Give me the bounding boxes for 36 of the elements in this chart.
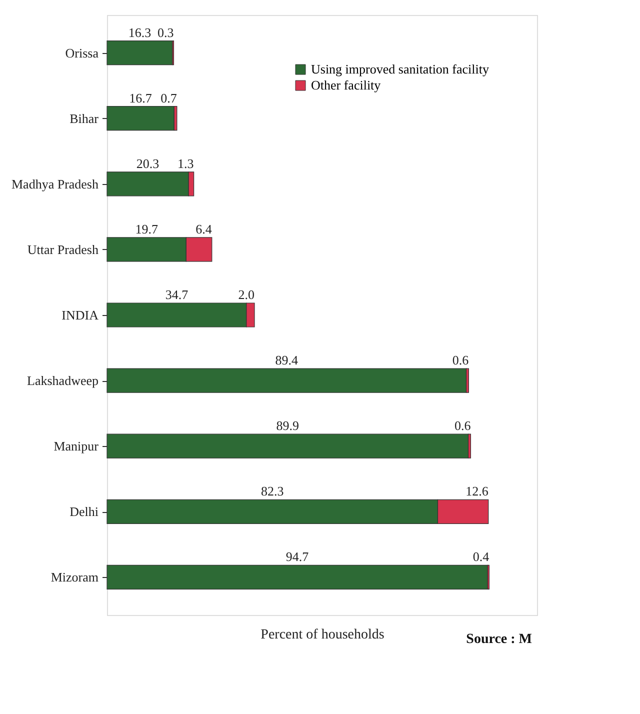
y-tick-label: Orissa xyxy=(65,45,99,60)
y-tick-label: Lakshadweep xyxy=(27,373,98,388)
data-label: 0.6 xyxy=(454,418,472,434)
data-label: 94.7 xyxy=(286,549,310,564)
legend-label: Other facility xyxy=(311,78,382,92)
bar xyxy=(106,40,173,66)
x-axis-title: Percent of households xyxy=(260,628,384,642)
data-label: 1.3 xyxy=(178,156,194,171)
data-label: 19.7 xyxy=(135,221,158,236)
data-label: 6.4 xyxy=(196,221,212,236)
data-label: 89.9 xyxy=(276,418,300,434)
data-label: 82.3 xyxy=(260,484,284,499)
data-label: 12.6 xyxy=(466,484,489,499)
data-label: 16.3 xyxy=(128,24,152,40)
bar xyxy=(106,106,174,131)
y-tick-label: Mizoram xyxy=(50,570,98,585)
bar xyxy=(106,564,488,590)
data-label: 0.3 xyxy=(157,24,174,40)
data-label: 2.0 xyxy=(238,287,254,302)
data-label: 89.4 xyxy=(275,352,299,368)
y-tick-label: Manipur xyxy=(54,438,100,454)
data-label: 0.7 xyxy=(160,90,178,106)
data-label: 0.4 xyxy=(472,549,490,564)
source-note: Source : M xyxy=(466,632,532,647)
data-label: 20.3 xyxy=(136,156,160,171)
legend-label: Using improved sanitation facility xyxy=(311,62,490,76)
bar xyxy=(106,368,467,393)
y-tick-label: Bihar xyxy=(70,110,100,126)
y-tick-label: Uttar Pradesh xyxy=(27,242,99,257)
data-label: 0.6 xyxy=(452,352,470,368)
bar xyxy=(106,434,469,458)
data-label: 34.7 xyxy=(165,287,189,302)
y-tick-label: INDIA xyxy=(62,308,100,322)
y-tick-label: Delhi xyxy=(70,504,99,520)
y-tick-label: Madhya Pradesh xyxy=(11,176,99,192)
data-label: 16.7 xyxy=(129,90,152,106)
